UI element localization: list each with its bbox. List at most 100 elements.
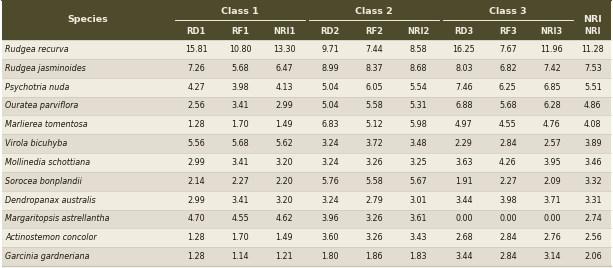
Text: NRI1: NRI1 (273, 27, 295, 35)
Text: 4.13: 4.13 (276, 83, 293, 92)
Text: 5.56: 5.56 (188, 139, 205, 148)
Text: 7.42: 7.42 (543, 64, 561, 73)
Text: 8.99: 8.99 (321, 64, 339, 73)
Text: 1.49: 1.49 (275, 120, 293, 129)
Text: 3.41: 3.41 (232, 101, 249, 110)
Text: Rudgea jasminoides: Rudgea jasminoides (5, 64, 86, 73)
Text: RD1: RD1 (186, 27, 206, 35)
Text: 5.54: 5.54 (409, 83, 427, 92)
Text: 3.20: 3.20 (275, 158, 293, 167)
Text: 1.86: 1.86 (365, 252, 383, 261)
Bar (2, 0, 611, 40)
Bar (2, 153, 611, 172)
Text: NRI3: NRI3 (541, 27, 563, 35)
Text: 6.82: 6.82 (499, 64, 517, 73)
Text: 3.26: 3.26 (365, 233, 383, 242)
Text: 1.28: 1.28 (188, 233, 205, 242)
Text: 1.70: 1.70 (232, 233, 249, 242)
Text: 0.00: 0.00 (499, 214, 517, 224)
Text: 2.84: 2.84 (499, 233, 517, 242)
Text: 6.83: 6.83 (321, 120, 339, 129)
Text: NRI2: NRI2 (407, 27, 429, 35)
Text: 1.21: 1.21 (275, 252, 293, 261)
Text: 3.95: 3.95 (543, 158, 561, 167)
Text: 3.20: 3.20 (275, 196, 293, 204)
Text: 7.44: 7.44 (365, 45, 383, 54)
Text: 3.32: 3.32 (584, 177, 602, 186)
Text: 5.68: 5.68 (232, 64, 249, 73)
Text: 4.62: 4.62 (275, 214, 293, 224)
Text: 3.26: 3.26 (365, 214, 383, 224)
Text: 3.89: 3.89 (584, 139, 602, 148)
Text: 7.67: 7.67 (499, 45, 517, 54)
Text: 2.99: 2.99 (188, 196, 205, 204)
Text: 4.27: 4.27 (188, 83, 205, 92)
Text: 1.91: 1.91 (455, 177, 473, 186)
Text: 6.28: 6.28 (543, 101, 561, 110)
Text: 16.25: 16.25 (452, 45, 475, 54)
Text: 5.68: 5.68 (232, 139, 249, 148)
Text: 3.63: 3.63 (455, 158, 473, 167)
Text: 3.24: 3.24 (321, 158, 339, 167)
Text: 5.04: 5.04 (321, 101, 339, 110)
Text: 4.55: 4.55 (499, 120, 517, 129)
Text: 8.58: 8.58 (409, 45, 427, 54)
Text: 3.98: 3.98 (499, 196, 517, 204)
Text: 2.84: 2.84 (499, 139, 517, 148)
Text: 3.71: 3.71 (543, 196, 561, 204)
Text: 5.12: 5.12 (365, 120, 383, 129)
Text: 2.99: 2.99 (188, 158, 205, 167)
Text: 2.27: 2.27 (499, 177, 517, 186)
Text: 8.37: 8.37 (365, 64, 383, 73)
Text: 10.80: 10.80 (229, 45, 251, 54)
Text: RF2: RF2 (365, 27, 383, 35)
Text: 2.56: 2.56 (188, 101, 205, 110)
Text: 3.46: 3.46 (584, 158, 601, 167)
Text: 3.48: 3.48 (409, 139, 427, 148)
Text: 3.24: 3.24 (321, 196, 339, 204)
Text: 6.88: 6.88 (455, 101, 473, 110)
Text: 2.09: 2.09 (543, 177, 561, 186)
Text: 3.24: 3.24 (321, 139, 339, 148)
Text: 5.67: 5.67 (409, 177, 427, 186)
Text: 2.74: 2.74 (584, 214, 602, 224)
Text: 11.96: 11.96 (541, 45, 563, 54)
Text: Psychotria nuda: Psychotria nuda (5, 83, 69, 92)
Text: 2.99: 2.99 (275, 101, 293, 110)
Text: 3.60: 3.60 (321, 233, 339, 242)
Text: 3.61: 3.61 (409, 214, 427, 224)
Bar (2, 78, 611, 96)
Text: 5.76: 5.76 (321, 177, 339, 186)
Text: 7.46: 7.46 (455, 83, 473, 92)
Text: 2.79: 2.79 (365, 196, 383, 204)
Text: 4.76: 4.76 (543, 120, 561, 129)
Text: 1.49: 1.49 (275, 233, 293, 242)
Text: 0.00: 0.00 (543, 214, 561, 224)
Text: 13.30: 13.30 (273, 45, 295, 54)
Text: 3.72: 3.72 (365, 139, 383, 148)
Text: 5.68: 5.68 (499, 101, 517, 110)
Text: 3.44: 3.44 (455, 196, 473, 204)
Text: 4.97: 4.97 (455, 120, 473, 129)
Text: 1.80: 1.80 (321, 252, 339, 261)
Text: 6.05: 6.05 (365, 83, 383, 92)
Text: 5.04: 5.04 (321, 83, 339, 92)
Bar (2, 247, 611, 266)
Text: Class 1: Class 1 (221, 6, 259, 16)
Text: 1.28: 1.28 (188, 252, 205, 261)
Text: 3.41: 3.41 (232, 158, 249, 167)
Text: 8.68: 8.68 (409, 64, 427, 73)
Text: 2.06: 2.06 (584, 252, 602, 261)
Text: 1.28: 1.28 (188, 120, 205, 129)
Text: Virola bicuhyba: Virola bicuhyba (5, 139, 67, 148)
Text: RF3: RF3 (499, 27, 517, 35)
Text: Class 3: Class 3 (489, 6, 527, 16)
Text: 3.01: 3.01 (409, 196, 427, 204)
Text: NRI: NRI (584, 16, 602, 24)
Text: 2.84: 2.84 (499, 252, 517, 261)
Text: 2.57: 2.57 (543, 139, 561, 148)
Text: 2.76: 2.76 (543, 233, 561, 242)
Bar (2, 134, 611, 153)
Text: Ouratea parviflora: Ouratea parviflora (5, 101, 78, 110)
Text: Margaritopsis astrellantha: Margaritopsis astrellantha (5, 214, 110, 224)
